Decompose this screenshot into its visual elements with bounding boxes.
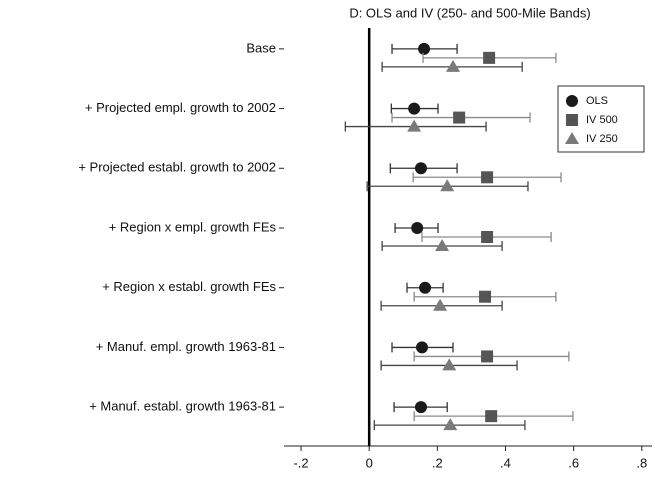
point — [453, 111, 466, 124]
point — [443, 418, 458, 431]
y-tick-label: + Projected empl. growth to 2002 — [85, 100, 276, 115]
x-tick-label: -.2 — [293, 455, 308, 470]
point — [481, 231, 494, 243]
point — [481, 171, 494, 184]
point — [442, 358, 457, 371]
point — [479, 290, 492, 303]
x-tick-label: .4 — [500, 455, 511, 470]
point — [411, 222, 424, 234]
point — [440, 179, 455, 192]
point — [416, 341, 428, 354]
chart-subtitle: D: OLS and IV (250- and 500-Mile Bands) — [349, 5, 590, 20]
point — [414, 162, 427, 175]
y-tick-label: + Projected establ. growth to 2002 — [78, 160, 276, 175]
point — [433, 298, 448, 311]
point — [407, 119, 422, 132]
x-tick-label: .8 — [636, 455, 647, 470]
x-tick-label: 0 — [366, 455, 373, 470]
y-tick-label: + Region x empl. growth FEs — [109, 219, 277, 234]
point — [408, 102, 421, 115]
legend-label: OLS — [586, 95, 608, 107]
y-tick-label: Base — [246, 40, 276, 55]
x-tick-label: .6 — [568, 455, 579, 470]
x-tick-label: .2 — [432, 455, 443, 470]
legend-label: IV 250 — [586, 133, 618, 145]
point — [435, 239, 450, 251]
y-tick-label: + Manuf. empl. growth 1963-81 — [96, 339, 276, 354]
point — [418, 42, 431, 55]
legend-marker — [565, 132, 579, 144]
legend-label: IV 500 — [586, 114, 618, 126]
point — [446, 59, 461, 72]
point — [419, 281, 432, 294]
legend-marker — [566, 95, 578, 107]
point — [481, 350, 494, 363]
legend-marker — [566, 114, 578, 126]
y-tick-label: + Region x establ. growth FEs — [102, 279, 276, 294]
y-tick-label: + Manuf. establ. growth 1963-81 — [89, 399, 276, 414]
point — [485, 410, 498, 423]
point — [414, 401, 427, 414]
point — [483, 51, 496, 64]
